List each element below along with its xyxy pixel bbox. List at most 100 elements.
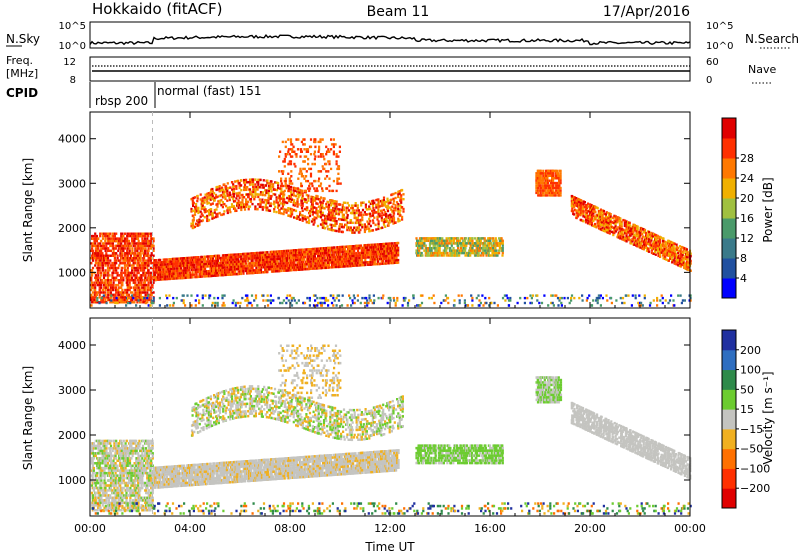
range-gate-cell	[107, 288, 110, 292]
range-gate-cell	[133, 242, 136, 245]
range-gate-cell	[288, 252, 291, 255]
range-gate-cell	[332, 138, 335, 141]
range-gate-cell	[137, 291, 140, 294]
range-gate-cell	[126, 242, 129, 245]
range-gate-cell	[109, 254, 112, 257]
range-gate-cell	[328, 203, 331, 206]
range-gate-cell	[336, 177, 339, 180]
range-gate-cell	[140, 274, 143, 277]
range-gate-cell	[289, 212, 292, 216]
range-gate-cell	[292, 203, 295, 207]
range-gate-cell	[361, 223, 364, 226]
range-gate-cell	[126, 283, 129, 287]
range-gate-cell	[283, 200, 286, 204]
range-gate-cell	[254, 195, 257, 198]
range-gate-cell	[275, 188, 279, 192]
range-gate-cell	[364, 228, 367, 231]
range-gate-cell	[301, 260, 305, 264]
range-gate-cell	[213, 199, 216, 202]
range-gate-cell	[211, 259, 215, 263]
range-gate-cell	[315, 250, 318, 253]
range-gate-cell	[382, 260, 385, 263]
range-gate-cell	[395, 254, 399, 257]
range-gate-cell	[141, 232, 144, 235]
range-gate-cell	[314, 189, 317, 193]
range-gate-cell	[122, 298, 125, 302]
range-gate-cell	[228, 268, 232, 271]
range-gate-cell	[371, 199, 374, 203]
station-title: Hokkaido (fitACF)	[92, 0, 223, 18]
range-gate-cell	[333, 265, 336, 269]
range-gate-cell	[397, 195, 400, 199]
range-gate-cell	[226, 266, 229, 269]
range-gate-cell	[327, 160, 330, 163]
range-gate-cell	[206, 209, 209, 213]
range-gate-cell	[374, 248, 377, 251]
range-gate-cell	[149, 234, 152, 238]
range-gate-cell	[98, 293, 101, 297]
range-gate-cell	[266, 265, 269, 269]
range-gate-cell	[185, 274, 188, 277]
range-gate-cell	[228, 206, 231, 209]
range-gate-cell	[356, 261, 360, 265]
range-gate-cell	[280, 187, 283, 191]
range-gate-cell	[293, 216, 296, 219]
range-gate-cell	[308, 189, 311, 193]
range-gate-cell	[493, 249, 496, 252]
range-gate-cell	[137, 242, 140, 245]
range-gate-cell	[477, 251, 480, 255]
range-gate-cell	[304, 218, 307, 221]
range-gate-cell	[487, 237, 490, 240]
range-gate-cell	[324, 261, 327, 265]
range-gate-cell	[339, 253, 342, 256]
range-gate-cell	[102, 301, 106, 304]
range-gate-cell	[256, 269, 259, 272]
range-gate-cell	[341, 203, 344, 207]
range-gate-cell	[262, 201, 265, 204]
range-gate-cell	[305, 193, 308, 197]
range-gate-cell	[252, 264, 255, 267]
range-gate-cell	[250, 262, 253, 265]
range-gate-cell	[254, 207, 257, 211]
range-gate-cell	[116, 244, 119, 248]
range-gate-cell	[315, 212, 318, 215]
range-gate-cell	[314, 179, 317, 183]
range-gate-cell	[144, 286, 147, 289]
range-gate-cell	[358, 231, 361, 234]
range-gate-cell	[420, 247, 423, 250]
range-gate-cell	[493, 254, 496, 257]
range-gate-cell	[206, 200, 209, 203]
range-gate-cell	[484, 244, 487, 247]
range-gate-cell	[228, 253, 232, 257]
range-gate-cell	[124, 296, 127, 299]
range-gate-cell	[257, 193, 260, 196]
range-gate-cell	[479, 249, 482, 252]
range-gate-cell	[134, 234, 137, 238]
range-gate-cell	[102, 291, 106, 294]
range-gate-cell	[234, 255, 237, 259]
range-gate-cell	[375, 211, 378, 214]
range-gate-cell	[132, 261, 135, 265]
range-gate-cell	[329, 216, 332, 219]
range-gate-cell	[372, 199, 375, 202]
range-gate-cell	[457, 237, 460, 240]
range-gate-cell	[308, 184, 311, 188]
range-gate-cell	[181, 274, 184, 277]
range-gate-cell	[178, 272, 181, 275]
range-gate-cell	[191, 214, 194, 217]
range-gate-cell	[264, 261, 267, 264]
range-gate-cell	[147, 274, 150, 277]
range-gate-cell	[298, 258, 301, 261]
range-gate-cell	[215, 208, 218, 211]
range-gate-cell	[472, 249, 475, 252]
range-gate-cell	[391, 193, 394, 196]
range-gate-cell	[142, 259, 145, 262]
range-gate-cell	[303, 207, 306, 211]
range-gate-cell	[300, 184, 303, 188]
range-gate-cell	[131, 276, 134, 279]
range-gate-cell	[347, 255, 350, 258]
range-gate-cell	[359, 221, 362, 224]
range-gate-cell	[97, 254, 100, 257]
range-gate-cell	[135, 276, 138, 279]
range-gate-cell	[109, 259, 112, 262]
